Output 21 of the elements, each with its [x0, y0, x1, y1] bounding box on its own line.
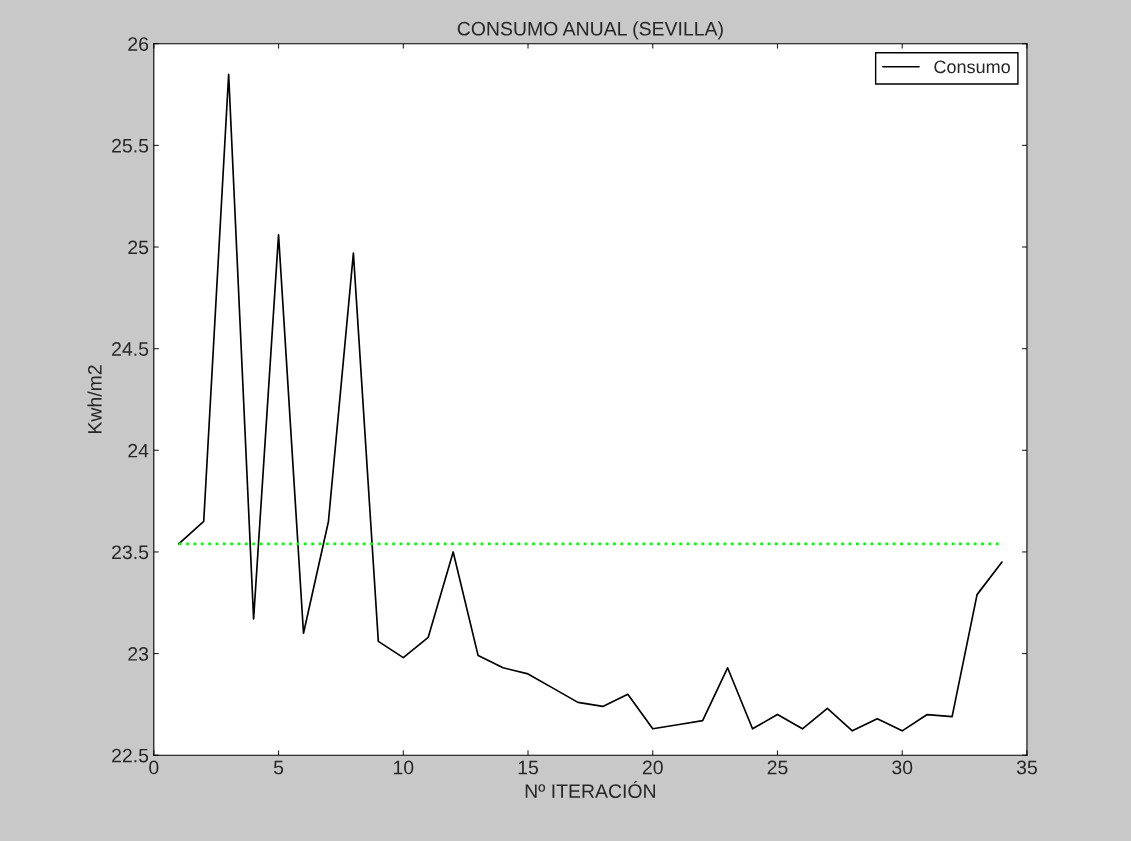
y-tick-label: 24.5 [112, 342, 149, 356]
line-series [177, 73, 1003, 732]
x-tick-label: 0 [149, 760, 159, 775]
x-tick-label: 20 [642, 760, 663, 775]
x-tick-label: 30 [892, 760, 913, 775]
y-tick-label: 24 [128, 443, 149, 458]
legend-label: Consumo [934, 60, 1010, 74]
x-tick-label: 5 [273, 760, 284, 775]
x-axis-title: Nº ITERACIÓN [525, 780, 655, 799]
x-tick-label: 15 [518, 760, 539, 775]
x-tick-label: 25 [767, 760, 788, 775]
x-tick-label: 10 [393, 760, 414, 775]
chart-title: CONSUMO ANUAL (SEVILLA) [457, 21, 723, 40]
y-tick-label: 23 [128, 647, 149, 661]
y-tick-label: 23.5 [112, 545, 149, 560]
y-tick-label: 25 [128, 240, 149, 255]
y-tick-label: 22.5 [112, 748, 149, 763]
x-tick-label: 35 [1016, 760, 1037, 775]
y-tick-label: 26 [128, 37, 149, 51]
y-axis-title: Kwh/m2 [87, 365, 102, 433]
y-tick-label: 25.5 [112, 138, 149, 153]
